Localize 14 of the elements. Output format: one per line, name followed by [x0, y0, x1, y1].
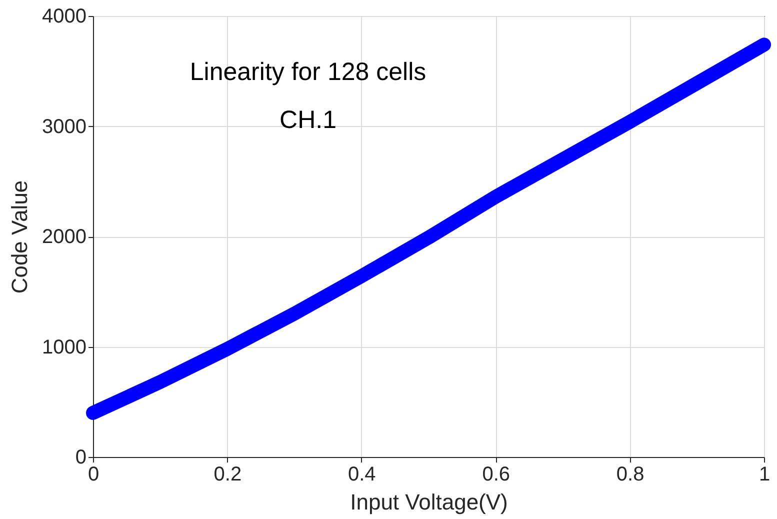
x-tick-label: 0.4 [348, 464, 376, 486]
y-tick-label: 2000 [42, 226, 86, 248]
annotation: Linearity for 128 cells [190, 58, 426, 86]
y-axis-title: Code Value [7, 180, 32, 294]
y-tick-label: 4000 [42, 6, 86, 28]
annotation: CH.1 [280, 106, 336, 134]
y-tick-label: 0 [75, 446, 86, 468]
x-axis-title: Input Voltage(V) [350, 490, 508, 514]
y-tick-label: 3000 [42, 116, 86, 138]
x-tick-label: 0.6 [482, 464, 510, 486]
x-tick-label: 0.8 [616, 464, 644, 486]
y-tick-label: 1000 [42, 336, 86, 358]
x-tick-label: 1 [758, 464, 770, 486]
x-tick-label: 0.2 [214, 464, 242, 486]
